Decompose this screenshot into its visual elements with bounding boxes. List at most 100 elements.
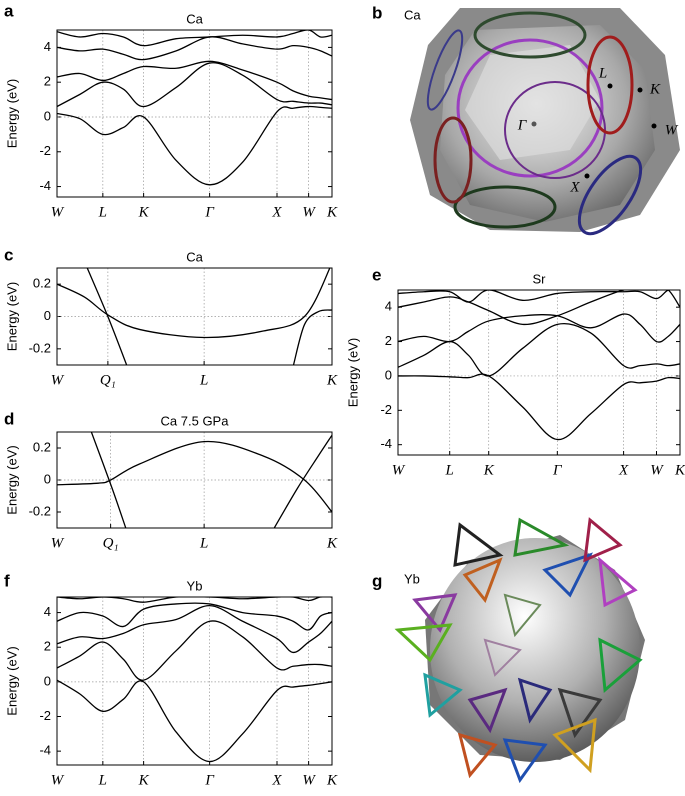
x-tick-label: K (674, 462, 685, 478)
x-tick-label: K (138, 204, 150, 220)
band-line (57, 30, 332, 47)
y-tick-label: 2 (44, 74, 51, 89)
fs-loop (453, 522, 504, 567)
fs-loop (503, 593, 542, 638)
fermi-surface-ca: L K W Γ X (410, 8, 680, 236)
y-tick-label: -2 (380, 402, 392, 417)
plot-frame (56, 431, 333, 529)
point-dot (584, 173, 590, 179)
x-tick-label: K (326, 772, 338, 788)
point-dot (651, 123, 657, 129)
zone-face (465, 45, 600, 160)
band-line (90, 432, 127, 528)
x-tick-label: K (326, 204, 338, 220)
x-tick-label: W (51, 772, 65, 788)
fs-loop (467, 687, 508, 734)
fs-loop (577, 154, 643, 236)
x-tick-label: W (650, 462, 664, 478)
band-line (57, 60, 332, 101)
x-tick-label: L (445, 462, 454, 478)
fs-loop (456, 38, 604, 178)
y-tick-label: 0 (44, 108, 51, 123)
y-tick-label: 0 (44, 308, 51, 323)
point-label: W (665, 122, 679, 138)
x-tick-label: W (392, 462, 406, 478)
x-tick-label: Q₁ (103, 535, 119, 551)
panel-label: g (372, 571, 382, 590)
y-tick-label: -4 (39, 178, 51, 193)
fs-loop (483, 638, 522, 677)
x-tick-label: X (618, 462, 629, 478)
fs-loop (462, 557, 503, 603)
y-axis-label: Energy (eV) (4, 79, 19, 148)
y-tick-label: 0.2 (33, 276, 51, 291)
band-line (57, 597, 332, 603)
panel-label: e (372, 265, 381, 284)
x-tick-label: Q₁ (100, 372, 116, 388)
band-line (57, 605, 332, 654)
fs-loop (426, 29, 464, 111)
fs-loop (457, 732, 498, 779)
x-tick-label: Γ (204, 772, 215, 788)
chart-title: Ca (186, 11, 203, 26)
zone-shade (430, 538, 640, 762)
figure-title: Yb (404, 571, 420, 586)
y-axis-label: Energy (eV) (4, 646, 19, 715)
fs-loop (473, 11, 587, 59)
x-tick-label: K (326, 535, 338, 551)
panel-label: d (4, 409, 14, 428)
fs-loop (423, 672, 463, 718)
x-tick-label: K (326, 372, 338, 388)
panel-label: c (4, 245, 13, 264)
point-dot (531, 121, 537, 127)
fs-loop (517, 677, 553, 724)
y-tick-label: 0 (44, 471, 51, 486)
x-tick-label: K (138, 772, 150, 788)
y-tick-label: 0 (44, 673, 51, 688)
band-line (398, 313, 680, 343)
fs-loop (394, 623, 453, 663)
y-tick-label: -4 (380, 436, 392, 451)
y-tick-label: 0 (385, 367, 392, 382)
band-line (398, 373, 680, 441)
y-axis-label: Energy (eV) (4, 445, 19, 514)
band-line (57, 105, 332, 186)
fs-loop (502, 738, 548, 784)
x-tick-label: L (98, 772, 107, 788)
y-axis-label: Energy (eV) (345, 338, 360, 407)
x-tick-label: W (51, 535, 65, 551)
x-tick-label: W (302, 204, 316, 220)
chart-title: Ca 7.5 GPa (161, 413, 230, 428)
y-tick-label: 2 (44, 639, 51, 654)
fs-loop (586, 35, 634, 135)
x-tick-label: Γ (552, 462, 563, 478)
band-line (398, 290, 680, 326)
point-label: L (598, 65, 607, 81)
band-line (57, 36, 332, 61)
band-line (57, 62, 332, 108)
fs-loop (504, 81, 606, 179)
band-line (57, 602, 332, 631)
point-label: X (569, 179, 580, 195)
fs-loop (552, 717, 597, 774)
band-line (292, 309, 332, 365)
panel-label: a (4, 1, 14, 20)
panel-label: b (372, 3, 382, 22)
point-label: K (649, 81, 661, 97)
band-line (57, 268, 331, 339)
plot-frame (397, 289, 681, 456)
fs-loop (598, 556, 638, 608)
y-tick-label: 2 (385, 333, 392, 348)
x-tick-label: Γ (204, 204, 215, 220)
fs-loop (412, 593, 458, 633)
y-tick-label: 4 (44, 604, 51, 619)
y-tick-label: -4 (39, 743, 51, 758)
point-dot (637, 87, 643, 93)
figure-title: Ca (404, 7, 421, 22)
x-tick-label: W (302, 772, 316, 788)
